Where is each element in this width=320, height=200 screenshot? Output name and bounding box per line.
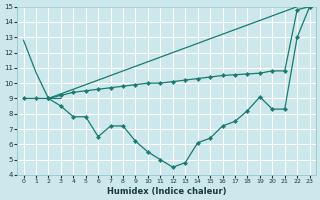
X-axis label: Humidex (Indice chaleur): Humidex (Indice chaleur) — [107, 187, 226, 196]
